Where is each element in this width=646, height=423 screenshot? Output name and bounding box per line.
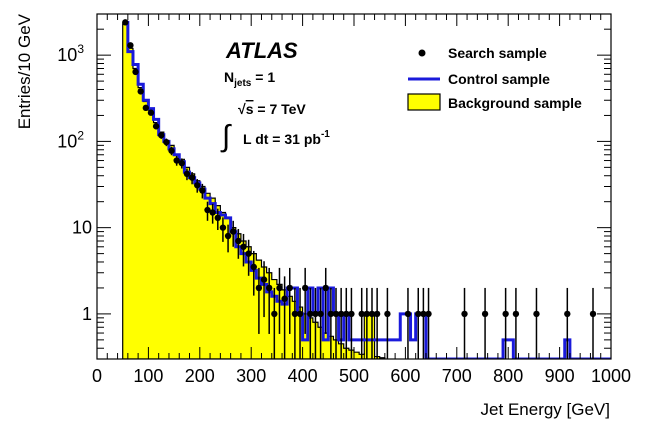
search-point	[147, 109, 155, 116]
search-point	[291, 310, 299, 318]
search-point	[265, 284, 273, 292]
y-tick-label: 102	[57, 128, 84, 151]
x-tick-label: 800	[493, 366, 523, 386]
search-point	[255, 284, 263, 292]
search-point	[281, 295, 288, 302]
search-point	[209, 209, 216, 216]
search-point	[327, 310, 335, 318]
background-fill	[122, 23, 385, 359]
search-point	[589, 310, 597, 318]
histogram-layer	[122, 19, 611, 359]
search-point	[183, 170, 191, 178]
x-tick-label: 500	[339, 366, 369, 386]
search-point	[348, 310, 355, 318]
search-point	[301, 284, 309, 292]
legend-marker-icon	[418, 49, 426, 57]
x-tick-label: 1000	[591, 366, 631, 386]
y-axis-title: Entries/10 GeV	[15, 13, 34, 129]
search-point	[363, 310, 371, 318]
x-tick-label: 400	[288, 366, 318, 386]
search-point	[132, 68, 139, 76]
search-point	[337, 310, 345, 318]
search-point	[214, 214, 221, 222]
legend-entry-label: Search sample	[448, 45, 547, 61]
search-point	[461, 310, 468, 318]
njets-label: Njets = 1	[224, 69, 275, 89]
search-point	[343, 310, 350, 318]
y-tick-label: 10	[72, 218, 92, 238]
search-point	[358, 310, 365, 318]
search-point	[332, 310, 340, 318]
search-point	[127, 42, 134, 49]
search-point	[204, 206, 211, 214]
search-point	[137, 88, 144, 95]
search-point	[322, 284, 329, 292]
y-axis-ticks: 1 10 102 103	[57, 13, 611, 360]
search-point	[173, 157, 180, 164]
x-tick-label: 600	[390, 366, 420, 386]
x-axis-ticks: 0 100 200 300 400 500 600 700 800 900 1000	[92, 14, 631, 386]
search-point	[286, 284, 293, 292]
search-point	[142, 104, 150, 112]
search-point	[368, 310, 376, 318]
x-tick-label: 0	[92, 366, 102, 386]
search-point	[271, 310, 278, 318]
search-point	[512, 310, 520, 318]
x-tick-label: 200	[185, 366, 215, 386]
search-point	[404, 310, 412, 318]
search-point	[317, 310, 324, 318]
search-point	[276, 284, 283, 292]
x-tick-label: 100	[133, 366, 163, 386]
search-points	[122, 19, 597, 359]
search-point	[245, 250, 252, 257]
x-axis-title: Jet Energy [GeV]	[481, 400, 610, 419]
search-point	[312, 310, 319, 318]
x-tick-label: 900	[545, 366, 575, 386]
energy-label: √s = 7 TeV	[238, 101, 306, 117]
search-point	[564, 310, 571, 318]
search-point	[194, 182, 201, 189]
search-point	[481, 310, 489, 318]
search-point	[188, 174, 196, 181]
legend-entry-label: Background sample	[448, 95, 582, 111]
search-point	[235, 237, 242, 245]
search-point	[219, 224, 227, 231]
search-point	[260, 276, 268, 283]
x-tick-label: 700	[442, 366, 472, 386]
search-point	[533, 310, 540, 318]
search-point	[296, 310, 304, 318]
annotation-block: ATLAS Njets = 1 ∫ √s = 7 TeV L dt = 31 p…	[220, 38, 330, 153]
search-point	[152, 123, 160, 130]
lumi-label: L dt = 31 pb-1	[243, 129, 330, 147]
y-tick-label: 103	[57, 42, 84, 65]
atlas-label: ATLAS	[225, 38, 298, 63]
x-tick-label: 300	[236, 366, 266, 386]
search-point	[199, 187, 206, 194]
search-point	[240, 243, 247, 250]
search-point	[425, 310, 432, 318]
search-point	[420, 310, 427, 318]
legend: Search sample Control sample Background sa…	[407, 45, 582, 111]
search-point	[163, 138, 170, 146]
search-point	[168, 147, 175, 154]
search-point	[384, 310, 391, 318]
search-point	[230, 228, 237, 235]
search-point	[158, 132, 165, 139]
search-point	[502, 310, 509, 318]
search-point	[178, 159, 186, 167]
search-point	[224, 232, 232, 240]
search-point	[415, 310, 422, 318]
search-point	[122, 19, 129, 26]
y-tick-label: 1	[82, 304, 92, 324]
legend-fill-icon	[407, 93, 441, 111]
legend-entry-label: Control sample	[448, 71, 550, 87]
search-point	[373, 310, 381, 318]
search-point	[307, 310, 314, 318]
search-point	[250, 263, 257, 271]
integral-symbol: ∫	[220, 120, 232, 153]
